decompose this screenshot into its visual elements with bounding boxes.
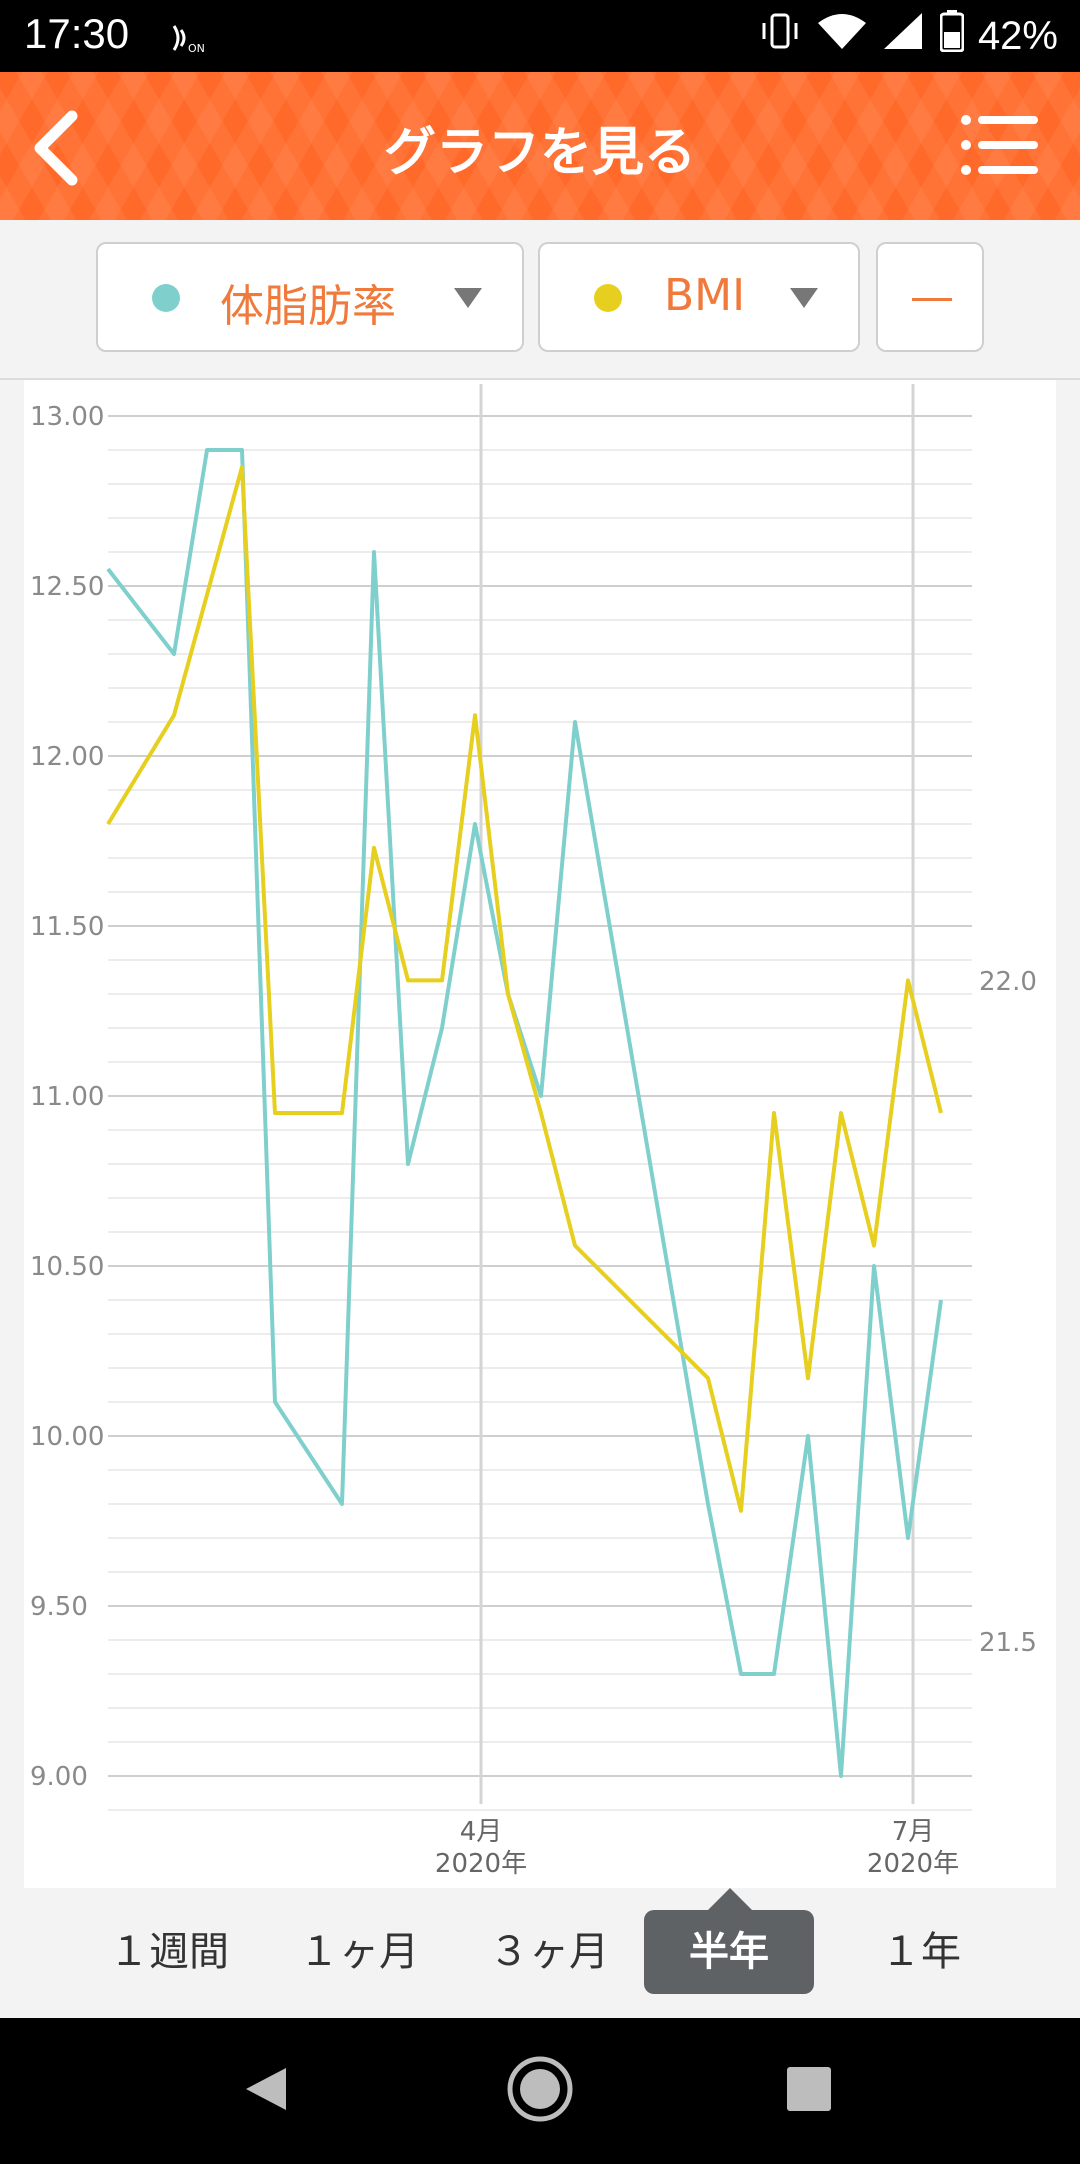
- metric-selector-bmi[interactable]: BMI: [538, 242, 860, 352]
- period-tab[interactable]: ３ヶ月: [489, 1929, 609, 1975]
- metric-label-body-fat: 体脂肪率: [220, 281, 396, 332]
- svg-text:ON: ON: [188, 42, 205, 55]
- x-axis-month-label: 7月: [892, 1817, 935, 1847]
- menu-button[interactable]: [960, 114, 1040, 176]
- battery-percent: 42%: [977, 13, 1058, 58]
- legend-dot-bmi: [594, 284, 622, 312]
- wifi-icon: [816, 11, 868, 61]
- legend-dot-body-fat: [152, 284, 180, 312]
- y-axis-left-tick-label: 10.00: [30, 1422, 104, 1452]
- signal-icon: [882, 11, 926, 61]
- metric-selector-body-fat[interactable]: 体脂肪率: [96, 242, 524, 352]
- nav-recents-icon[interactable]: [787, 2067, 831, 2111]
- y-axis-left-tick-label: 9.50: [30, 1592, 88, 1622]
- series-line-bmi: [106, 465, 943, 1513]
- chart-area: 13.00 12.50 12.00 11.50 11.00 10.50 10.00 9.50 9…: [0, 380, 1080, 1888]
- menu-icon: [961, 115, 1038, 175]
- metric-selector-none[interactable]: [876, 242, 984, 352]
- x-axis-year-label: 2020年: [867, 1849, 959, 1879]
- y-axis-right-tick-label: 22.0: [979, 967, 1037, 997]
- nav-back-icon[interactable]: [246, 2068, 286, 2110]
- period-tab[interactable]: １ヶ月: [299, 1929, 419, 1975]
- chevron-left-icon: [34, 110, 78, 186]
- y-axis-left-tick-label: 12.50: [30, 572, 104, 602]
- period-tab[interactable]: １週間: [109, 1929, 229, 1975]
- battery-icon: [939, 10, 965, 62]
- y-axis-left-tick-label: 10.50: [30, 1252, 104, 1282]
- nav-home-icon[interactable]: [507, 2056, 573, 2122]
- back-button[interactable]: [26, 108, 96, 188]
- x-axis-year-label: 2020年: [435, 1849, 527, 1879]
- line-chart[interactable]: 13.00 12.50 12.00 11.50 11.00 10.50 10.00 9.50 9…: [24, 380, 1056, 1888]
- metric-selector-bar: 体脂肪率 BMI: [0, 220, 1080, 380]
- vibrate-icon: [758, 11, 802, 61]
- y-axis-right-tick-label: 21.5: [979, 1628, 1037, 1658]
- y-axis-left-tick-label: 12.00: [30, 742, 104, 772]
- system-nav-bar: [0, 2018, 1080, 2160]
- y-axis-left-tick-label: 11.50: [30, 912, 104, 942]
- period-tabs: １週間 １ヶ月 ３ヶ月 半年 １年: [0, 1888, 1080, 2018]
- y-axis-left-tick-label: 13.00: [30, 402, 104, 432]
- x-axis-month-label: 4月: [460, 1817, 503, 1847]
- status-time: 17:30: [24, 10, 130, 57]
- y-axis-left-tick-label: 9.00: [30, 1762, 88, 1792]
- period-tab[interactable]: 半年: [644, 1888, 814, 1994]
- metric-label-bmi: BMI: [664, 270, 746, 321]
- caret-down-icon: [790, 288, 818, 308]
- dash-icon: [912, 298, 952, 301]
- period-tab[interactable]: １年: [881, 1929, 961, 1975]
- y-axis-left-tick-label: 11.00: [30, 1082, 104, 1112]
- status-bar: 17:30 ON: [0, 0, 1080, 72]
- nfc-icon: ON: [168, 18, 208, 65]
- page-title: グラフを見る: [383, 123, 696, 183]
- app-header: グラフを見る: [0, 72, 1080, 220]
- series-line-body-fat: [106, 448, 943, 1778]
- caret-down-icon: [454, 288, 482, 308]
